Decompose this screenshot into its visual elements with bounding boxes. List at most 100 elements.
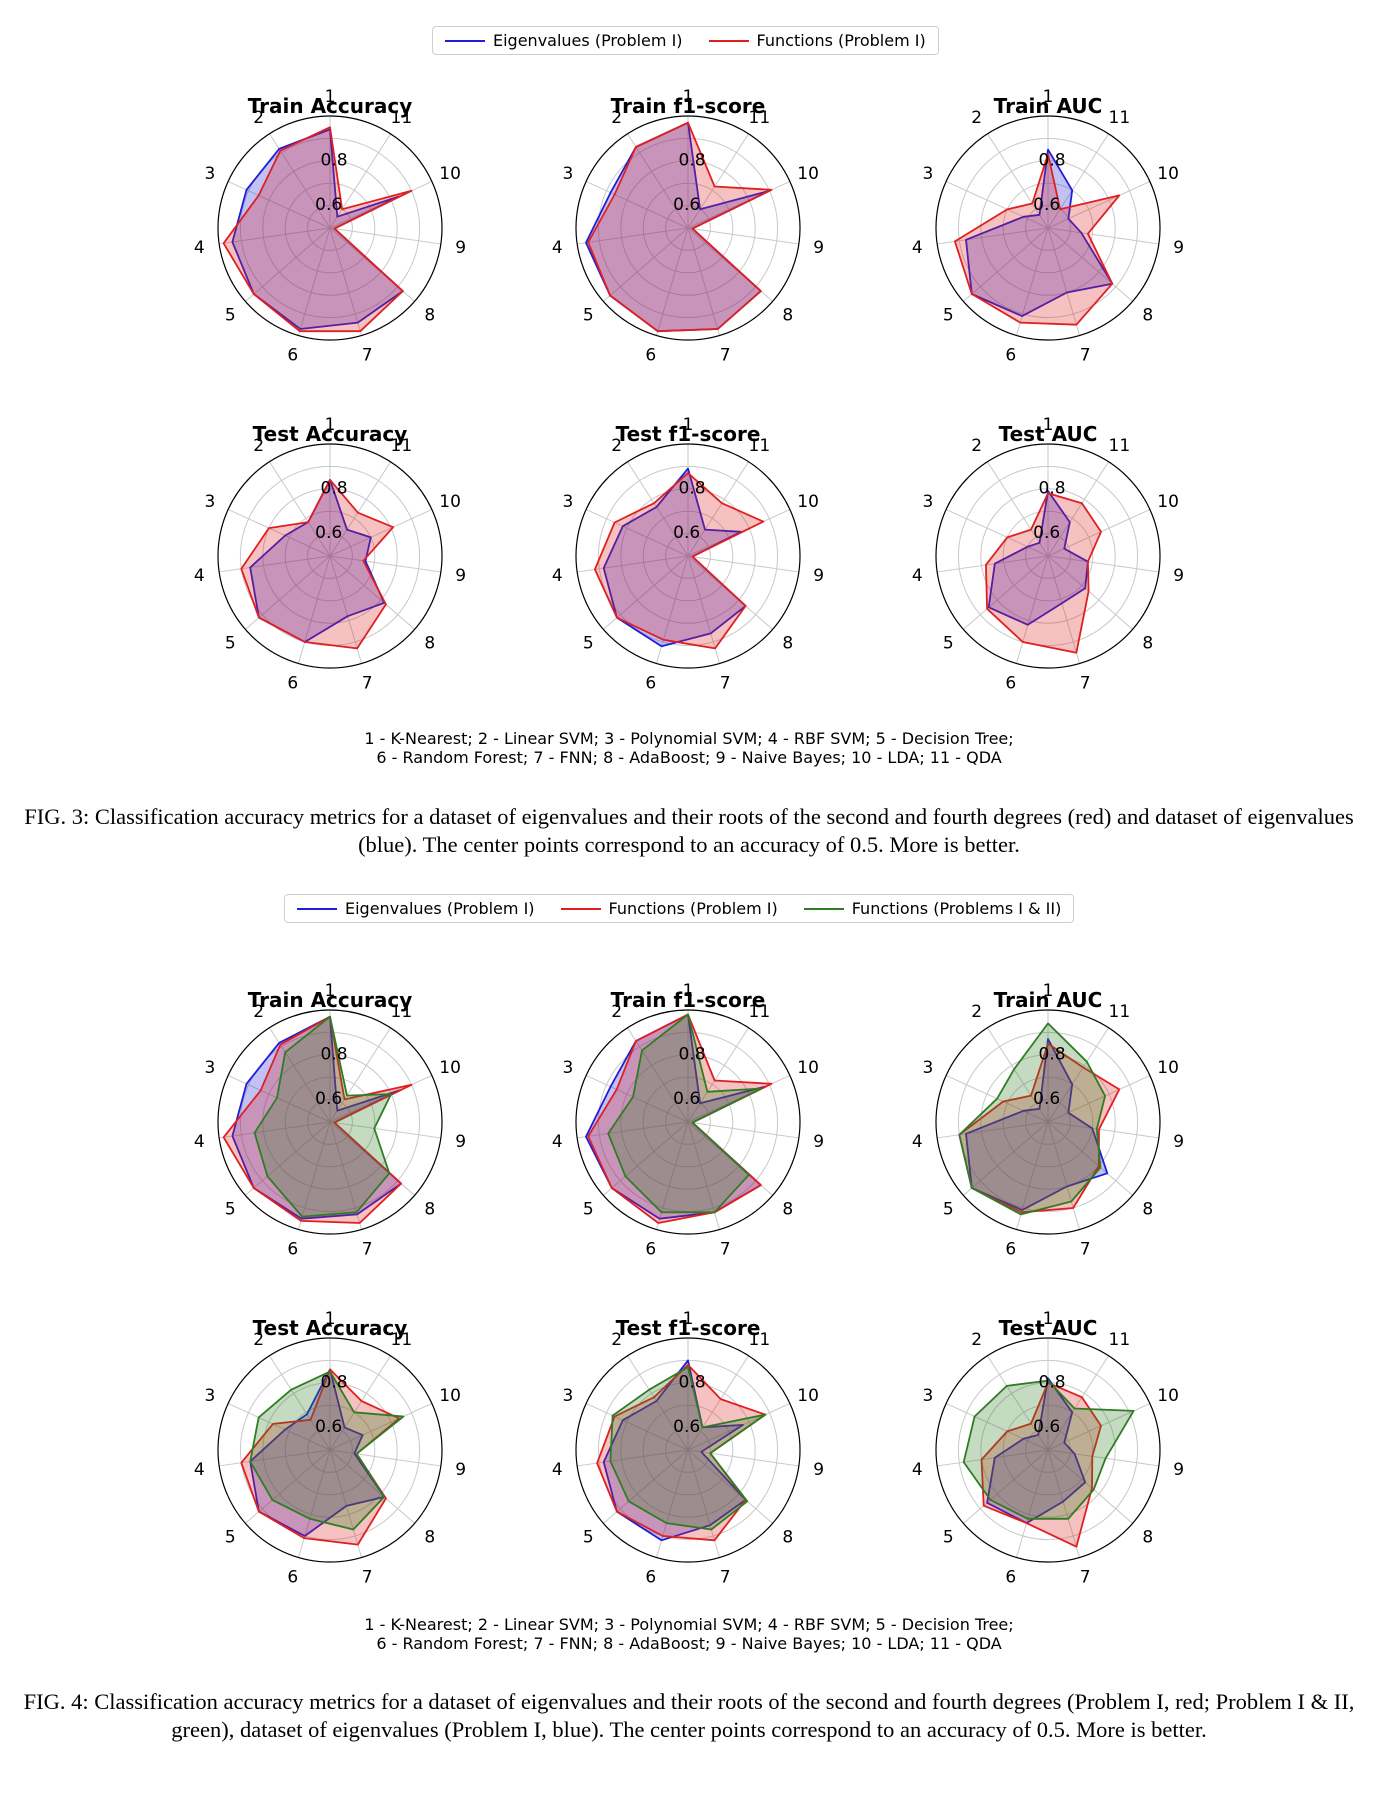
category-label: 3	[923, 492, 934, 512]
grid-spoke	[269, 1355, 331, 1451]
grid-spoke	[329, 1449, 441, 1467]
radial-tick-label: 0.8	[1039, 150, 1066, 170]
category-label: 1	[683, 1309, 694, 1329]
grid-spoke	[1047, 1449, 1133, 1524]
grid-spoke	[585, 1403, 689, 1451]
radar-test-f1: Test f1-score 0.6 0.8 1 2 3 4 5 6 7 8 9 10 11	[518, 1280, 858, 1588]
category-label: 5	[225, 1527, 236, 1547]
radar-train-f1: Train f1-score 0.6 0.8 1 2 3 4 5 6 7 8 9 10 11	[518, 952, 858, 1260]
category-label: 1	[1043, 87, 1054, 107]
category-label: 2	[971, 1002, 982, 1022]
series-polygon	[954, 153, 1121, 326]
category-label: 1	[1043, 1309, 1054, 1329]
grid-spoke	[585, 181, 689, 229]
radar-frame	[217, 1337, 443, 1563]
grid-spoke	[1047, 461, 1109, 557]
radial-tick-label: 0.6	[315, 1417, 342, 1437]
grid-spoke	[329, 1121, 441, 1139]
grid-spoke	[1047, 227, 1159, 245]
grid-spoke	[1015, 227, 1049, 336]
chart-title: Test Accuracy	[252, 1316, 408, 1340]
chart-title: Test Accuracy	[252, 422, 408, 446]
category-label: 5	[943, 305, 954, 325]
category-label: 8	[782, 1199, 793, 1219]
category-label: 3	[563, 164, 574, 184]
category-label: 10	[1157, 1386, 1179, 1406]
grid-spoke	[687, 227, 799, 245]
category-label: 2	[971, 436, 982, 456]
radar-train-accuracy: Train Accuracy 0.6 0.8 1 2 3 4 5 6 7 8 9 10 11	[160, 952, 500, 1260]
radial-tick-label: 0.8	[321, 1044, 348, 1064]
chart-title: Train f1-score	[610, 988, 766, 1012]
category-label: 4	[912, 238, 923, 258]
category-label: 7	[362, 346, 373, 366]
series-polygon	[222, 126, 413, 333]
legend-label: Functions (Problem I)	[756, 31, 926, 50]
category-label: 11	[749, 1002, 771, 1022]
grid-spoke	[1047, 1027, 1109, 1123]
grid-spoke	[687, 1121, 799, 1139]
category-label: 11	[1109, 436, 1131, 456]
grid-spoke	[245, 227, 331, 302]
figure-caption: FIG. 4: Classification accuracy metrics …	[23, 1689, 1355, 1742]
grid-spoke	[1047, 1449, 1081, 1558]
radial-tick-label: 0.6	[315, 1089, 342, 1109]
category-label: 9	[1173, 1132, 1184, 1152]
category-label: 8	[1142, 633, 1153, 653]
radar-train-auc: Train AUC 0.6 0.8 1 2 3 4 5 6 7 8 9 10 11	[878, 952, 1218, 1260]
figure-caption: FIG. 3: Classification accuracy metrics …	[24, 804, 1354, 857]
category-label: 11	[391, 108, 413, 128]
radial-tick-label: 0.8	[321, 150, 348, 170]
radial-tick-label: 0.6	[673, 1089, 700, 1109]
category-label: 7	[1080, 1568, 1091, 1588]
radial-tick-label: 0.6	[315, 195, 342, 215]
category-label: 5	[583, 305, 594, 325]
category-label: 4	[194, 238, 205, 258]
series-polygon	[240, 478, 395, 650]
category-label: 5	[943, 1199, 954, 1219]
category-label: 1	[1043, 415, 1054, 435]
grid-spoke	[227, 1075, 331, 1123]
series-polygon	[249, 1368, 386, 1537]
category-label: 10	[797, 1058, 819, 1078]
category-label: 4	[194, 566, 205, 586]
category-label: 8	[424, 1199, 435, 1219]
category-label: 2	[253, 436, 264, 456]
grid-spoke	[245, 1121, 331, 1196]
category-label: 5	[225, 633, 236, 653]
category-label: 5	[225, 305, 236, 325]
category-label: 4	[552, 1460, 563, 1480]
grid-spoke	[297, 227, 331, 336]
radial-tick-label: 0.6	[315, 523, 342, 543]
category-label: 3	[563, 1386, 574, 1406]
category-label: 2	[253, 1002, 264, 1022]
radar-svg: 0.6 0.8 1 2 3 4 5 6 7 8 9 10 11	[552, 87, 824, 366]
category-label: 8	[782, 1527, 793, 1547]
series-polygon	[958, 1022, 1107, 1216]
category-label: 3	[923, 1058, 934, 1078]
grid-spoke	[585, 509, 689, 557]
category-label: 7	[1080, 346, 1091, 366]
chart-title: Test AUC	[998, 1316, 1098, 1340]
grid-spoke	[329, 227, 363, 336]
classifier-key-line: 6 - Random Forest; 7 - FNN; 8 - AdaBoost…	[376, 1634, 1002, 1653]
radar-svg: 0.6 0.8 1 2 3 4 5 6 7 8 9 10 11	[552, 415, 824, 694]
grid-spoke	[937, 555, 1049, 573]
chart-title: Train Accuracy	[247, 94, 413, 118]
grid-spoke	[627, 461, 689, 557]
category-label: 7	[1080, 1240, 1091, 1260]
grid-spoke	[219, 555, 331, 573]
figure-4: Eigenvalues (Problem I) Functions (Probl…	[0, 890, 1378, 1796]
category-label: 3	[205, 1058, 216, 1078]
category-label: 2	[611, 436, 622, 456]
grid-spoke	[297, 555, 331, 664]
category-label: 8	[424, 1527, 435, 1547]
legend-swatch-blue	[297, 907, 337, 910]
radial-tick-label: 0.8	[1039, 478, 1066, 498]
legend-swatch-green	[803, 907, 844, 910]
grid-spoke	[627, 1355, 689, 1451]
category-label: 8	[424, 305, 435, 325]
radar-test-accuracy: Test Accuracy 0.6 0.8 1 2 3 4 5 6 7 8 9 10 11	[160, 386, 500, 694]
chart-title: Train AUC	[993, 94, 1103, 118]
legend-label: Functions (Problem I)	[608, 899, 778, 918]
